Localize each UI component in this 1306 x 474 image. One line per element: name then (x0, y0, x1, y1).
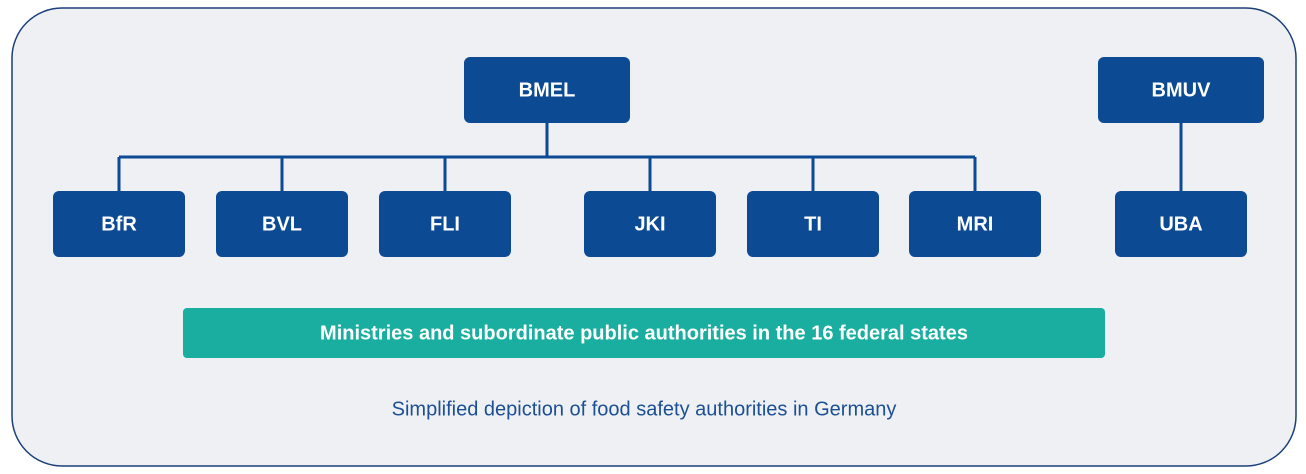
node: BMEL (464, 57, 630, 123)
node-label: MRI (957, 213, 994, 235)
node-label: FLI (430, 213, 460, 235)
node-label: TI (804, 213, 822, 235)
node-label: BfR (101, 213, 137, 235)
node-box (53, 191, 185, 257)
node: JKI (584, 191, 716, 257)
node: BVL (216, 191, 348, 257)
node-box (1115, 191, 1247, 257)
node: MRI (909, 191, 1041, 257)
node-label: BMEL (519, 79, 576, 101)
node-label: JKI (634, 213, 665, 235)
connectors (117, 122, 1183, 192)
node-box (584, 191, 716, 257)
node-box (464, 57, 630, 123)
caption: Simplified depiction of food safety auth… (392, 398, 897, 420)
node-box (1098, 57, 1264, 123)
node: TI (747, 191, 879, 257)
node: BMUV (1098, 57, 1264, 123)
node: UBA (1115, 191, 1247, 257)
node: BfR (53, 191, 185, 257)
node-box (909, 191, 1041, 257)
node-box (216, 191, 348, 257)
banner-text: Ministries and subordinate public author… (320, 322, 968, 344)
node-label: BVL (262, 213, 302, 235)
node-box (747, 191, 879, 257)
node-label: BMUV (1152, 79, 1212, 101)
banner-box (183, 308, 1105, 358)
node-box (379, 191, 511, 257)
node: FLI (379, 191, 511, 257)
node-label: UBA (1159, 213, 1202, 235)
